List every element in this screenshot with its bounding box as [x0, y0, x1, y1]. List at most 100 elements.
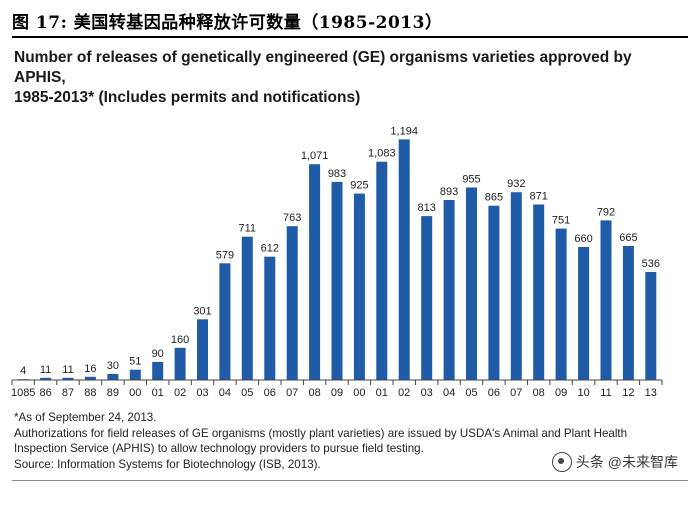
x-tick-label-24: 09	[555, 387, 567, 399]
footnote-authorizations-1: Authorizations for field releases of GE …	[14, 426, 628, 440]
data-label-12: 763	[283, 212, 301, 224]
figure-title: 图 17: 美国转基因品种释放许可数量（1985-2013）	[12, 13, 443, 33]
x-tick-label-27: 12	[622, 387, 634, 399]
data-label-5: 51	[129, 356, 141, 368]
footnote-source: Source: Information Systems for Biotechn…	[14, 457, 321, 471]
data-label-27: 665	[619, 232, 637, 244]
data-label-2: 11	[62, 364, 73, 376]
bar-15	[353, 193, 365, 380]
data-label-28: 536	[642, 258, 660, 270]
x-tick-label-18: 03	[421, 387, 433, 399]
x-tick-label-25: 10	[577, 387, 589, 399]
bar-28	[645, 272, 657, 380]
x-tick-label-10: 05	[241, 387, 253, 399]
data-label-13: 1,071	[301, 150, 329, 162]
x-tick-label-1: 86	[39, 387, 51, 399]
bar-13	[309, 164, 321, 380]
footnotes: *As of September 24, 2013. Authorization…	[14, 410, 684, 472]
bar-8	[197, 319, 208, 380]
data-label-19: 893	[440, 186, 458, 198]
data-label-11: 612	[261, 243, 279, 255]
bar-11	[264, 256, 276, 380]
bar-24	[555, 228, 567, 380]
x-tick-label-21: 06	[488, 387, 500, 399]
x-tick-label-19: 04	[443, 387, 455, 399]
data-label-14: 983	[328, 168, 346, 180]
bar-19	[443, 200, 455, 380]
bar-23	[533, 204, 545, 380]
data-label-20: 955	[462, 174, 480, 186]
bar-27	[622, 246, 634, 380]
bar-25	[578, 247, 590, 380]
bar-7	[174, 347, 186, 380]
x-tick-label-20: 05	[465, 387, 477, 399]
data-label-9: 579	[216, 249, 234, 261]
bar-4	[107, 374, 119, 380]
data-label-24: 751	[552, 215, 570, 227]
x-tick-label-22: 07	[510, 387, 522, 399]
x-tick-label-0: 1085	[11, 387, 35, 399]
watermark-logo-icon	[551, 452, 572, 472]
bar-22	[510, 192, 522, 380]
x-tick-label-12: 07	[286, 387, 298, 399]
chart-title-line2: 1985-2013* (Includes permits and notific…	[14, 89, 361, 106]
x-tick-label-16: 01	[376, 387, 388, 399]
x-tick-label-6: 01	[152, 387, 164, 399]
data-label-26: 792	[597, 206, 615, 218]
footnote-asof: *As of September 24, 2013.	[14, 411, 157, 424]
data-label-17: 1,194	[390, 125, 418, 137]
bar-10	[241, 236, 253, 380]
x-tick-label-8: 03	[196, 387, 208, 399]
data-label-22: 932	[507, 178, 525, 190]
chart-title: Number of releases of genetically engine…	[14, 48, 684, 108]
bar-17	[398, 139, 410, 380]
bar-5	[129, 369, 141, 380]
data-label-18: 813	[418, 202, 436, 214]
bar-9	[219, 263, 231, 380]
watermark: 头条 @未来智库	[551, 452, 678, 472]
x-tick-label-3: 88	[84, 387, 96, 399]
title-rule	[12, 36, 688, 38]
data-label-0: 4	[20, 365, 26, 377]
data-label-23: 871	[530, 191, 548, 203]
bar-16	[376, 161, 388, 380]
x-tick-label-5: 00	[129, 387, 141, 399]
footnote-authorizations-2: Inspection Service (APHIS) to allow tech…	[14, 442, 424, 455]
data-label-16: 1,083	[368, 148, 396, 160]
data-label-15: 925	[350, 180, 368, 192]
data-label-8: 301	[193, 305, 211, 317]
bar-chart: 4 1085 11 86 11 87 16 88 30 89 51 00 90 01 160 02 301 03 5…	[11, 125, 663, 399]
x-tick-label-2: 87	[62, 387, 74, 399]
data-label-21: 865	[485, 192, 503, 204]
bar-21	[488, 205, 500, 380]
bar-26	[600, 220, 612, 380]
x-tick-label-13: 08	[308, 387, 320, 399]
bar-1	[40, 377, 52, 380]
data-label-4: 30	[107, 360, 119, 372]
bar-18	[421, 216, 433, 380]
bar-6	[152, 361, 164, 380]
x-tick-label-7: 02	[174, 387, 186, 399]
x-tick-label-26: 11	[600, 387, 611, 399]
bar-2	[62, 377, 74, 380]
watermark-text: 头条 @未来智库	[575, 454, 678, 470]
bar-20	[466, 187, 477, 380]
x-tick-label-17: 02	[398, 387, 410, 399]
chart-title-line1: Number of releases of genetically engine…	[14, 49, 632, 86]
x-tick-label-28: 13	[645, 387, 657, 399]
x-tick-label-4: 89	[107, 387, 119, 399]
x-tick-label-11: 06	[264, 387, 276, 399]
x-tick-label-15: 00	[353, 387, 365, 399]
bar-12	[286, 226, 298, 380]
data-label-7: 160	[171, 334, 189, 346]
data-label-6: 90	[152, 348, 164, 360]
x-tick-label-14: 09	[331, 387, 343, 399]
bottom-rule	[12, 480, 688, 481]
data-label-25: 660	[574, 233, 592, 245]
data-label-10: 711	[239, 223, 257, 235]
bar-14	[331, 181, 343, 380]
data-label-1: 11	[40, 364, 51, 376]
data-label-3: 16	[84, 363, 96, 375]
x-tick-label-23: 08	[533, 387, 545, 399]
x-tick-label-9: 04	[219, 387, 231, 399]
